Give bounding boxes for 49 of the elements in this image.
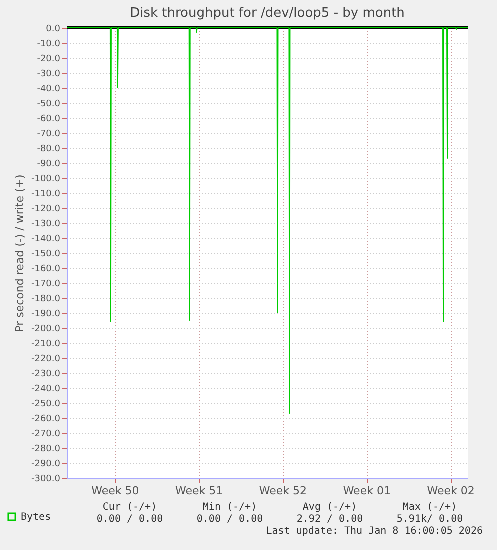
y-tick-label: -160.0 xyxy=(31,264,61,274)
y-tick-label: -140.0 xyxy=(31,234,61,244)
text: Min (-/+) xyxy=(202,502,258,513)
text: 5.91k/ 0.00 xyxy=(396,514,464,525)
y-tick-label: -260.0 xyxy=(31,414,61,424)
y-tick-label: -270.0 xyxy=(31,430,61,440)
y-tick-label: -230.0 xyxy=(31,370,61,380)
x-tick-label: Week 51 xyxy=(176,484,224,498)
y-tick-label: -180.0 xyxy=(31,294,61,304)
text: Last update: Thu Jan 8 16:00:05 2026 xyxy=(266,526,483,537)
chart-title: Disk throughput for /dev/loop5 - by month xyxy=(130,6,405,21)
x-tick-label: Week 50 xyxy=(92,484,140,498)
text: Max (-/+) xyxy=(402,502,458,513)
text: 0.00 / 0.00 xyxy=(96,514,164,525)
y-tick-label: -280.0 xyxy=(31,444,61,454)
y-tick-label: -250.0 xyxy=(31,400,61,410)
y-tick-label: -70.0 xyxy=(37,130,61,140)
x-tick-label: Week 01 xyxy=(343,484,391,498)
line-series xyxy=(66,28,468,414)
y-tick-label: -80.0 xyxy=(37,144,61,154)
text: Avg (-/+) xyxy=(302,502,358,513)
y-tick-label: -90.0 xyxy=(37,160,61,170)
y-tick-label: -100.0 xyxy=(31,174,61,184)
y-axis-title: Pr second read (-) / write (+) xyxy=(13,174,26,332)
y-tick-label: -60.0 xyxy=(37,114,61,124)
y-tick-label: -240.0 xyxy=(31,384,61,394)
y-tick-label: -290.0 xyxy=(31,460,61,470)
y-tick-label: -20.0 xyxy=(37,54,61,64)
y-tick-label: -40.0 xyxy=(37,84,61,94)
y-tick-label: 0.0 xyxy=(46,24,61,34)
text: 2.92 / 0.00 xyxy=(296,514,364,525)
y-tick-label: -110.0 xyxy=(31,190,61,200)
y-tick-label: -50.0 xyxy=(37,100,61,110)
y-tick-label: -220.0 xyxy=(31,354,61,364)
y-tick-label: -300.0 xyxy=(31,474,61,484)
y-tick-label: -170.0 xyxy=(31,280,61,290)
y-tick-label: -10.0 xyxy=(37,40,61,50)
y-tick-label: -190.0 xyxy=(31,310,61,320)
y-tick-label: -210.0 xyxy=(31,340,61,350)
text: Cur (-/+) xyxy=(102,502,158,513)
x-tick-label: Week 52 xyxy=(259,484,308,498)
text: 0.00 / 0.00 xyxy=(196,514,264,525)
y-tick-label: -120.0 xyxy=(31,204,61,214)
y-tick-label: -30.0 xyxy=(37,70,61,80)
y-tick-label: -130.0 xyxy=(31,220,61,230)
y-tick-label: -150.0 xyxy=(31,250,61,260)
x-tick-label: Week 02 xyxy=(427,484,475,498)
legend-label: Bytes xyxy=(21,512,52,523)
y-tick-label: -200.0 xyxy=(31,324,61,334)
